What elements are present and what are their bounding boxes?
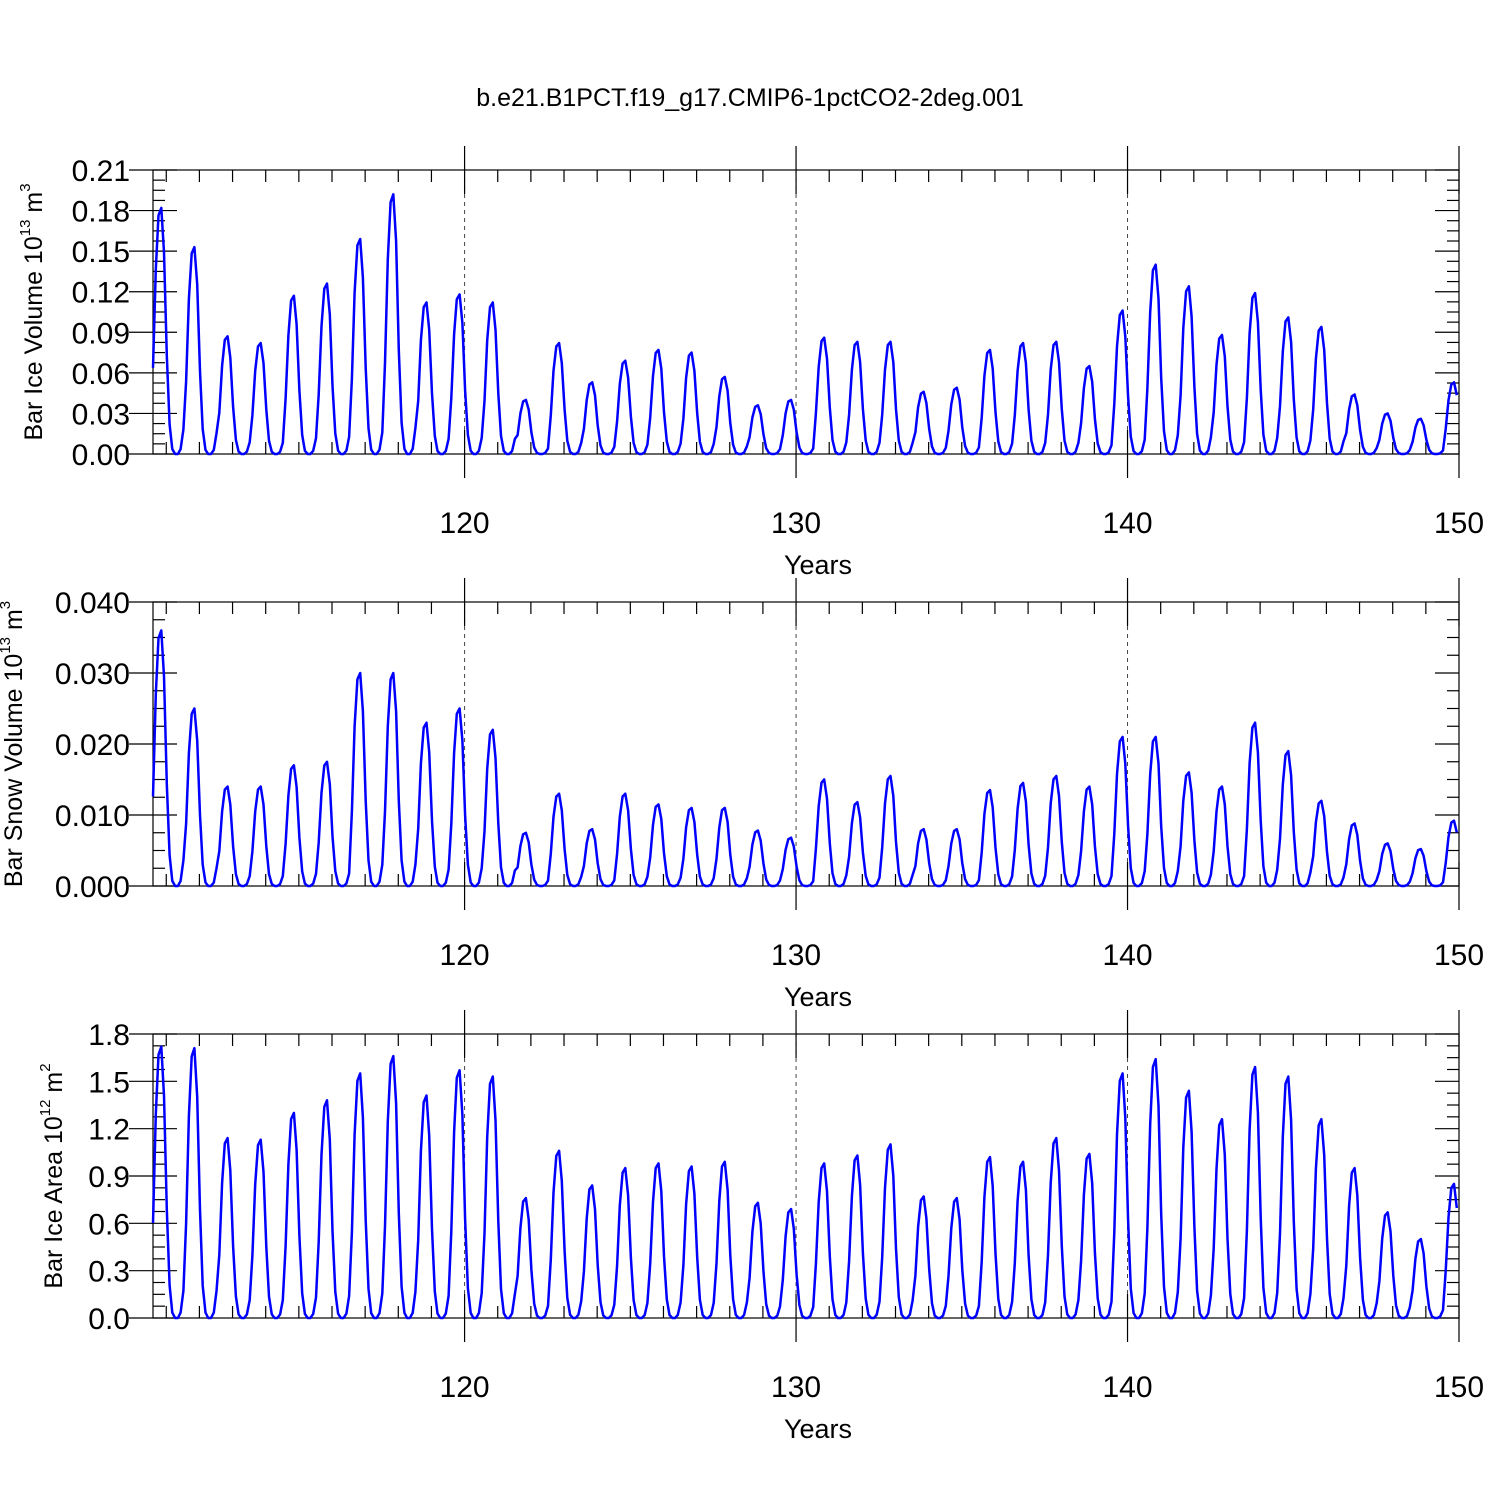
x-tick-label: 120: [440, 507, 490, 540]
y-tick-label: 0.03: [72, 398, 130, 431]
x-tick-label: 140: [1102, 939, 1152, 972]
x-tick-label: 150: [1434, 939, 1484, 972]
y-tick-label: 0.09: [72, 317, 130, 350]
y-tick-label: 0.3: [88, 1256, 130, 1289]
y-tick-label: 0.020: [55, 729, 130, 762]
x-axis-label: Years: [784, 982, 852, 1012]
panel-snow-volume: 0.000 0.010 0.020 0.030 0.040 120 130 140 150 Yea…: [0, 578, 1484, 1012]
x-tick-label: 130: [771, 1371, 821, 1404]
y-axis-label: Bar Snow Volume 1013 m3: [0, 601, 28, 887]
x-tick-label: 130: [771, 507, 821, 540]
y-tick-label: 1.5: [88, 1066, 130, 1099]
y-tick-label: 0.15: [72, 236, 130, 269]
y-axis-label: Bar Ice Area 1012 m2: [37, 1063, 68, 1288]
x-axis-label: Years: [784, 550, 852, 580]
x-tick-label: 140: [1102, 1371, 1152, 1404]
x-axis-label: Years: [784, 1414, 852, 1444]
series-line: [151, 193, 1459, 456]
x-tick-label: 150: [1434, 1371, 1484, 1404]
y-tick-label: 0.030: [55, 658, 130, 691]
y-tick-label: 0.06: [72, 358, 130, 391]
y-tick-label: 0.0: [88, 1303, 130, 1336]
x-tick-label: 120: [440, 1371, 490, 1404]
y-tick-label: 0.040: [55, 587, 130, 620]
x-tick-label: 140: [1102, 507, 1152, 540]
y-axis-label: Bar Ice Volume 1013 m3: [17, 183, 48, 440]
y-tick-label: 1.8: [88, 1019, 130, 1052]
series-line: [151, 629, 1459, 888]
y-tick-label: 0.18: [72, 196, 130, 229]
y-tick-label: 0.00: [72, 439, 130, 472]
x-tick-label: 130: [771, 939, 821, 972]
x-tick-label: 120: [440, 939, 490, 972]
panel-ice-area: 0.0 0.3 0.6 0.9 1.2 1.5 1.8 120 130 140 150 Years Ba…: [37, 1010, 1484, 1444]
y-tick-label: 0.000: [55, 871, 130, 904]
figure-title: b.e21.B1PCT.f19_g17.CMIP6-1pctCO2-2deg.0…: [476, 84, 1024, 112]
x-tick-label: 150: [1434, 507, 1484, 540]
y-tick-label: 0.21: [72, 155, 130, 188]
y-tick-label: 1.2: [88, 1114, 130, 1147]
y-tick-label: 0.9: [88, 1161, 130, 1194]
y-tick-label: 0.12: [72, 277, 130, 310]
y-tick-label: 0.010: [55, 800, 130, 833]
panel-ice-volume: 0.00 0.03 0.06 0.09 0.12 0.15 0.18 0.21 120 130 14…: [17, 146, 1484, 580]
y-tick-label: 0.6: [88, 1208, 130, 1241]
series-line: [151, 1045, 1459, 1320]
